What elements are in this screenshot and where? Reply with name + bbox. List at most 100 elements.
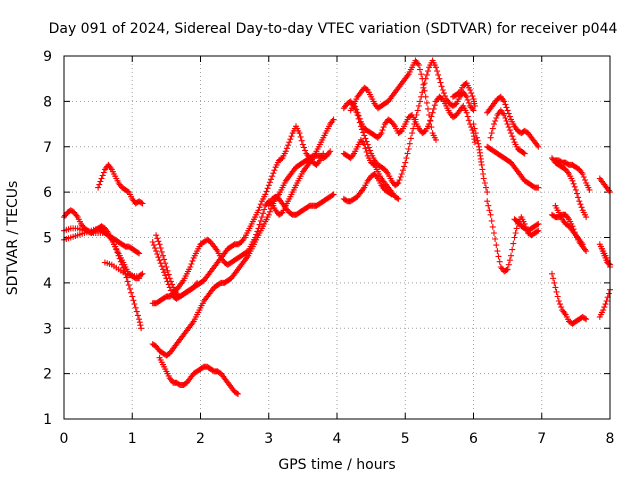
data-point [474, 137, 481, 144]
data-point [254, 228, 261, 235]
data-point [330, 116, 337, 123]
data-point [288, 133, 295, 140]
data-point [463, 93, 470, 100]
data-point [396, 177, 403, 183]
data-point [455, 90, 462, 97]
data-point [136, 250, 143, 257]
data-point [484, 189, 491, 196]
data-point [235, 391, 241, 397]
data-point [257, 217, 264, 224]
data-point [401, 163, 408, 170]
y-tick-label: 1 [43, 412, 52, 428]
data-point [158, 263, 165, 270]
data-point [285, 142, 292, 149]
data-point [287, 136, 294, 143]
data-point [370, 161, 377, 168]
data-point [262, 191, 269, 198]
data-point [521, 150, 528, 157]
data-point [362, 135, 369, 142]
data-point [139, 200, 146, 207]
data-point [403, 155, 410, 162]
data-point [425, 68, 431, 75]
data-point [579, 171, 586, 177]
data-point [495, 253, 502, 260]
data-point [509, 246, 516, 253]
series-arc-11 [265, 191, 337, 218]
data-point [426, 121, 433, 128]
series-arc-27 [552, 157, 593, 193]
data-point [464, 113, 471, 120]
data-point [154, 251, 161, 258]
data-point [574, 190, 580, 197]
data-point [509, 133, 516, 140]
data-point [465, 99, 472, 106]
data-point [410, 125, 417, 132]
data-point [233, 390, 240, 397]
data-point [363, 149, 370, 155]
data-point [504, 266, 511, 273]
series-arc-25 [549, 211, 590, 255]
data-point [483, 184, 489, 191]
data-point [155, 238, 162, 245]
data-point [603, 298, 610, 304]
x-tick-labels: 0 1 2 3 4 5 6 7 8 [60, 431, 615, 447]
data-point [421, 87, 428, 94]
data-point [395, 180, 402, 186]
data-point [265, 182, 272, 189]
data-point [520, 149, 527, 156]
data-point [496, 258, 503, 265]
data-point [586, 186, 593, 193]
data-point [253, 231, 260, 238]
data-point [255, 225, 262, 232]
data-point [550, 275, 557, 282]
data-point [551, 279, 558, 286]
data-point [506, 113, 513, 120]
data-point [286, 139, 293, 146]
data-point [473, 134, 480, 141]
data-point [98, 175, 105, 182]
data-point [487, 134, 494, 141]
data-point [475, 140, 482, 147]
data-point [505, 124, 512, 131]
data-point [131, 301, 138, 307]
data-point [569, 177, 576, 184]
data-point [301, 144, 307, 151]
data-point [160, 266, 166, 273]
data-point [488, 130, 495, 137]
data-point [282, 148, 289, 155]
data-point [302, 147, 309, 154]
data-point [576, 198, 583, 205]
data-point [261, 206, 268, 213]
data-point [470, 107, 477, 114]
x-tick-label: 5 [401, 431, 410, 447]
data-point [188, 261, 195, 267]
data-point [429, 109, 436, 116]
data-point [535, 143, 542, 150]
y-tick-label: 9 [43, 49, 52, 65]
data-point [361, 132, 368, 139]
data-point [264, 185, 271, 192]
data-point [270, 170, 277, 177]
data-point [582, 177, 588, 183]
series-arc-07 [149, 116, 337, 307]
series-arc-14 [340, 171, 395, 205]
data-point [485, 202, 492, 209]
data-point [283, 145, 290, 152]
data-point [417, 66, 423, 73]
data-point [555, 298, 562, 304]
data-point [502, 101, 509, 108]
data-point [436, 75, 443, 82]
data-point [130, 297, 137, 304]
x-tick-label: 4 [333, 431, 342, 447]
data-point [433, 64, 439, 71]
data-point [155, 254, 162, 261]
series-arc-31 [596, 286, 613, 320]
data-point [503, 104, 510, 111]
data-point [162, 272, 169, 279]
data-point [554, 293, 561, 300]
series-arc-22 [484, 198, 542, 275]
series-arc-18 [470, 121, 491, 196]
data-point [438, 83, 445, 90]
x-tick-label: 8 [606, 431, 615, 447]
data-point [579, 241, 586, 248]
